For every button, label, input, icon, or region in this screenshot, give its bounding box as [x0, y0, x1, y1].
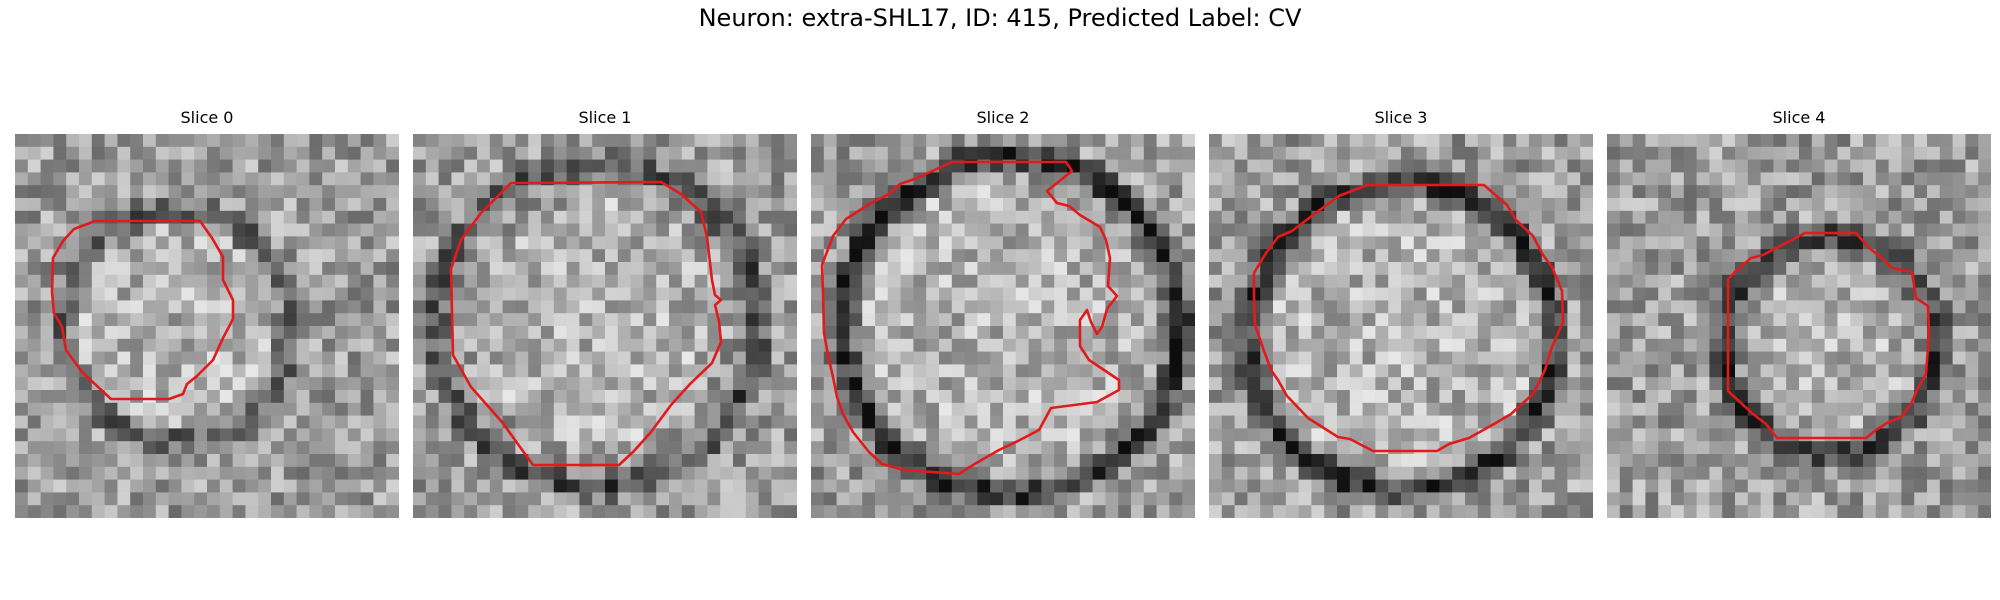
slice-title-2: Slice 2: [976, 108, 1030, 127]
slice-pixels-0: [15, 134, 399, 518]
segmentation-outline-0: [50, 219, 235, 401]
segmentation-outline-1: [449, 180, 723, 467]
slice-image-3: [1209, 134, 1593, 518]
segmentation-outline-3: [1252, 183, 1565, 453]
slice-image-1: [413, 134, 797, 518]
slice-panel-2: Slice 2: [811, 108, 1195, 520]
slice-image-4: [1607, 134, 1991, 518]
slice-pixels-2: [811, 134, 1195, 518]
slice-pixels-3: [1209, 134, 1593, 518]
slice-pixels-1: [413, 134, 797, 518]
slice-panel-3: Slice 3: [1209, 108, 1593, 520]
slice-title-1: Slice 1: [578, 108, 632, 127]
slice-image-0: [15, 134, 399, 518]
slice-title-4: Slice 4: [1772, 108, 1826, 127]
segmentation-outline-2: [820, 160, 1121, 476]
slice-title-3: Slice 3: [1374, 108, 1428, 127]
slice-panel-1: Slice 1: [413, 108, 797, 520]
slice-pixels-4: [1607, 134, 1991, 518]
slice-image-2: [811, 134, 1195, 518]
slice-panel-4: Slice 4: [1607, 108, 1991, 520]
slice-panel-0: Slice 0: [15, 108, 399, 520]
figure-title: Neuron: extra-SHL17, ID: 415, Predicted …: [698, 4, 1302, 32]
slice-title-0: Slice 0: [180, 108, 234, 127]
segmentation-outline-4: [1726, 231, 1931, 440]
